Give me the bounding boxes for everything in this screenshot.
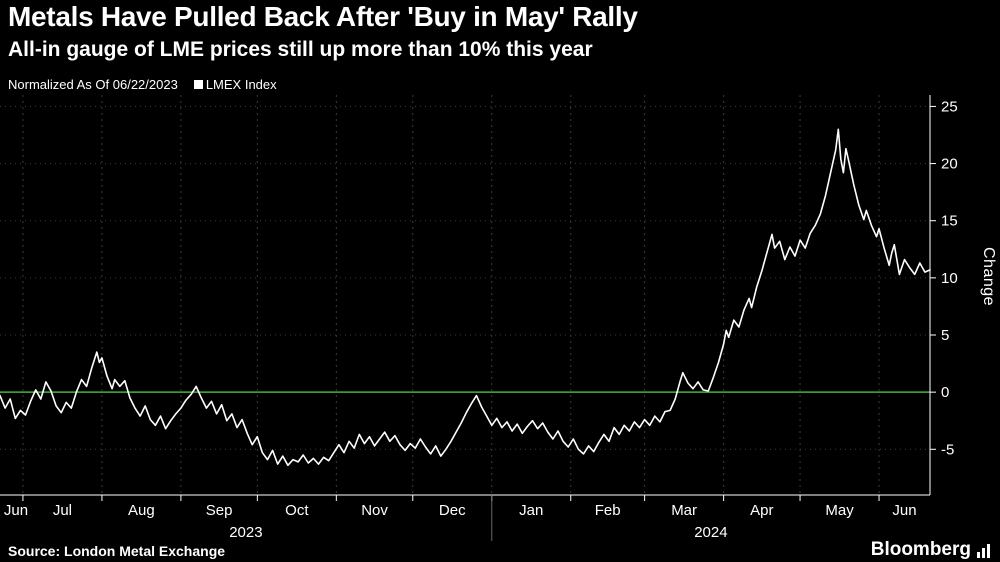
chart-subtitle: All-in gauge of LME prices still up more… (8, 38, 593, 61)
x-month-label: Jun (892, 502, 916, 519)
chart-legend: Normalized As Of 06/22/2023 LMEX Index (8, 77, 277, 92)
x-month-label: May (825, 502, 854, 519)
x-month-label: Oct (285, 502, 309, 519)
x-year-label: 2024 (694, 524, 727, 541)
x-month-label: Feb (595, 502, 621, 519)
x-month-label: Dec (439, 502, 466, 519)
y-tick-label: -5 (941, 441, 954, 458)
y-tick-label: 25 (941, 98, 958, 115)
x-month-label: Apr (750, 502, 773, 519)
y-axis-title: Change (980, 247, 997, 307)
x-month-label: Mar (671, 502, 697, 519)
chart-plot: 25 20 15 10 5 0 -5 Jun Jul Aug Sep Oct Nov Dec Jan Feb M… (0, 95, 958, 541)
y-tick-label: 0 (941, 384, 949, 401)
bloomberg-wordmark: Bloomberg (870, 539, 971, 560)
x-year-label: 2023 (229, 524, 262, 541)
lmex-line (0, 128, 931, 467)
x-month-label: Sep (206, 502, 233, 519)
normalized-note: Normalized As Of 06/22/2023 (8, 77, 178, 92)
series-label: LMEX Index (205, 77, 277, 92)
y-tick-label: 5 (941, 327, 949, 344)
source-note: Source: London Metal Exchange (8, 543, 226, 559)
y-tick-label: 15 (941, 213, 958, 230)
x-month-label: Aug (128, 502, 155, 519)
y-tick-label: 20 (941, 156, 958, 173)
x-month-label: Jun (4, 502, 28, 519)
chart-title: Metals Have Pulled Back After 'Buy in Ma… (8, 1, 638, 32)
x-month-label: Jul (53, 502, 72, 519)
y-tick-label: 10 (941, 270, 958, 287)
series-marker-icon (193, 80, 203, 89)
bloomberg-chart-icon (977, 543, 990, 558)
x-month-label: Jan (519, 502, 543, 519)
bloomberg-logo: Bloomberg (871, 539, 990, 561)
x-month-label: Nov (361, 502, 388, 519)
